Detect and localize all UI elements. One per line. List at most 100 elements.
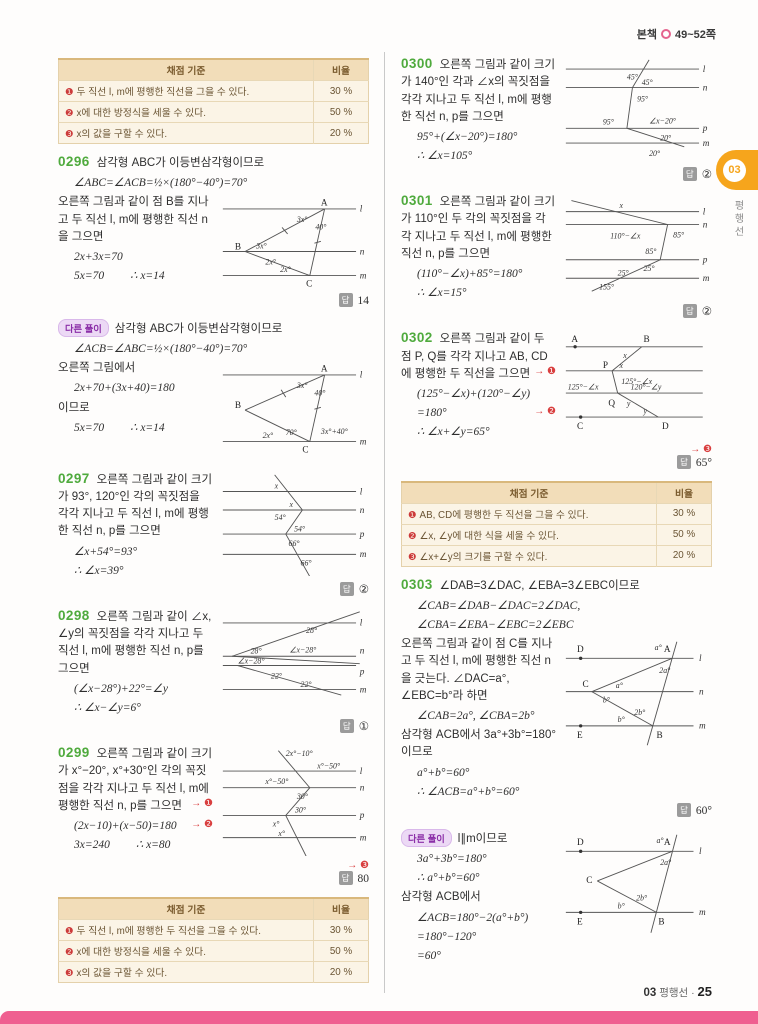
chapter-tab[interactable]: 03	[716, 150, 758, 190]
math-line: (∠x−28°)+22°=∠y	[74, 682, 168, 695]
math-part: =180°	[417, 407, 447, 420]
problem-text: 오른쪽 그림과 같이 크기가 140°인 각과 ∠x의 꼭짓점을 각각 지나고 …	[401, 59, 556, 123]
problem-text: 삼각형 ACB에서	[401, 891, 481, 904]
answer-line: 답 65°	[401, 454, 712, 469]
criterion-ratio: 20 %	[313, 961, 369, 983]
diagram-0297: l n p m x x 54° 54° 66° 66°	[222, 474, 367, 577]
line-label: n	[703, 220, 708, 230]
answer-value: 14	[357, 294, 370, 307]
line-label: m	[699, 721, 706, 731]
problem-number: 0296	[58, 154, 90, 169]
criterion-text: x에 대한 방정식을 세울 수 있다.	[76, 108, 206, 119]
problem-text: 삼각형 ABC가 이등변삼각형이므로	[96, 157, 265, 169]
problem-number: 0299	[58, 745, 90, 761]
footer-separator: ·	[691, 987, 695, 999]
angle-label: x°	[277, 829, 285, 838]
point-dot	[578, 415, 583, 420]
angle-label: 25°	[618, 269, 630, 278]
problem-0299: l n p m 2x°−10° x°−50° x°−50° 30° 30° x°…	[58, 745, 370, 886]
math-part: 3x=240	[74, 839, 110, 852]
diagram-0296: l n m A B C 3x° 40° 3x° 2x° 2x°	[222, 199, 367, 289]
angle-label: 28°	[251, 646, 263, 655]
angle-label: 2b°	[634, 708, 646, 717]
angle-label: 54°	[294, 524, 306, 533]
page-header: 본책 49~52쪽	[637, 26, 716, 42]
answer-badge: 답	[338, 871, 353, 886]
angle-label: 95°	[637, 94, 649, 103]
diagram-lines	[565, 200, 700, 292]
angle-label: x	[288, 500, 293, 509]
math-line: (125°−∠x)+(120°−∠y)	[417, 388, 531, 401]
angle-label: ∠x−28°	[238, 657, 266, 666]
answer-value: 80	[357, 873, 370, 886]
math-line: 2x+70+(3x+40)=180	[74, 382, 175, 395]
step-marker: → ❸	[347, 860, 369, 872]
angle-label: 45°	[642, 78, 654, 87]
angle-label: 66°	[301, 558, 313, 567]
math-line: 95°+(∠x−20°)=180°	[417, 131, 518, 143]
math-line: 2x+3x=70	[74, 251, 123, 264]
criterion-number: ❸	[408, 551, 417, 563]
angle-label: 3x°	[296, 215, 308, 224]
criterion-ratio: 50 %	[656, 523, 712, 546]
diagram-lines	[222, 374, 357, 443]
point-label: D	[577, 837, 584, 847]
point-label: B	[235, 401, 241, 411]
answer-value: ②	[701, 306, 712, 319]
right-column: l n p m 45° 45° 95° 95° ∠x−20° 20° 20° 0…	[384, 52, 712, 994]
math-part: ∴ x=80	[135, 839, 171, 852]
angle-label: 2x°−10°	[286, 749, 314, 758]
angle-label: 25°	[644, 264, 656, 273]
diagram-lines	[222, 750, 357, 857]
angle-label: 70°	[286, 428, 298, 437]
math-line: ∠CAB=2a°, ∠CBA=2b°	[417, 710, 535, 723]
angle-label: 28°	[306, 626, 318, 635]
angle-label: 125°−∠x	[621, 377, 652, 386]
table-row: ❸ ∠x+∠y의 크기를 구할 수 있다. 20 %	[401, 544, 712, 567]
point-label: A	[664, 644, 671, 654]
diagram-0303: l n m D A C E B a° 2a° a° b° 2b° b°	[565, 641, 706, 746]
line-label: m	[703, 138, 710, 148]
criterion-number: ❶	[65, 87, 74, 98]
angle-label: 45°	[627, 72, 639, 81]
line-label: m	[699, 907, 706, 917]
step-marker: → ❷	[534, 406, 556, 418]
problem-text: 삼각형 ACB에서 3a°+3b°=180°이므로	[401, 729, 556, 759]
criterion-number: ❷	[65, 947, 74, 959]
point-dot	[578, 724, 583, 728]
diagram-0300: l n p m 45° 45° 95° 95° ∠x−20° 20° 20°	[565, 59, 710, 158]
line-label: l	[699, 653, 702, 663]
line-label: l	[360, 619, 363, 629]
problem-text: 오른쪽 그림과 같이 크기가 x°−20°, x°+30°인 각의 꼭짓점을 각…	[58, 748, 213, 812]
angle-label: 2b°	[636, 893, 648, 902]
point-label: C	[577, 421, 583, 431]
criterion-text: 두 직선 l, m에 평행한 두 직선을 그을 수 있다.	[76, 926, 262, 938]
angle-label: 155°	[599, 283, 615, 292]
line-label: l	[360, 205, 363, 215]
angle-label: 110°−∠x	[610, 232, 641, 241]
table-row: ❸ x의 값을 구할 수 있다. 20 %	[58, 961, 369, 983]
math-line: ∠ACB=∠ABC=½×(180°−40°)=70°	[74, 343, 248, 356]
math-line: ∴ ∠x+∠y=65°	[417, 426, 490, 439]
answer-badge: 답	[339, 719, 354, 734]
point-label: Q	[608, 398, 615, 408]
diagram-lines	[222, 208, 357, 277]
step-marker: → ❷	[191, 819, 213, 831]
angle-label: 125°−∠x	[568, 383, 599, 392]
criterion-number: ❸	[65, 129, 74, 140]
table-row: ❶ AB, CD에 평행한 두 직선을 그을 수 있다. 30 %	[401, 502, 712, 525]
diagram-lines	[565, 641, 694, 746]
point-label: B	[656, 730, 662, 740]
angle-label: 20°	[660, 133, 672, 142]
line-label: n	[703, 82, 708, 92]
criterion-ratio: 50 %	[313, 101, 369, 123]
point-label: A	[321, 199, 328, 209]
problem-0301: l n p m x 110°−∠x 85° 85° 25° 25° 155° 0…	[401, 193, 712, 319]
point-label: D	[662, 421, 669, 431]
line-label: m	[360, 438, 367, 448]
header-dot-icon	[660, 29, 671, 39]
angle-label: ∠x−20°	[649, 117, 677, 126]
angle-label: 3x°	[296, 381, 308, 390]
